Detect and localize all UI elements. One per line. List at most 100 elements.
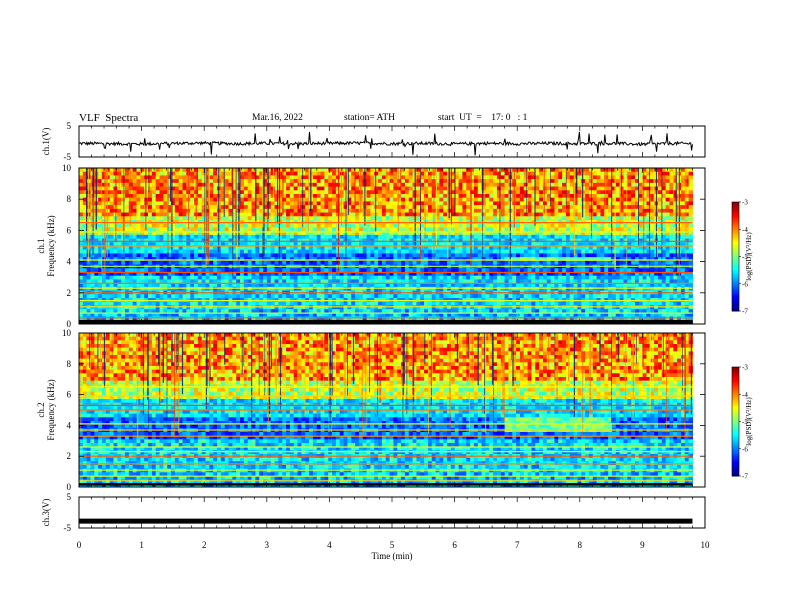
ch1-spectrogram-cell: [82, 253, 88, 258]
ch1-spectrogram-cell: [155, 186, 161, 191]
ch1-spectrogram-cell: [569, 205, 575, 210]
ch1-spectrogram-cell: [163, 231, 168, 236]
ch1-spectrogram-cell: [105, 227, 111, 232]
ch1-spectrogram-cell: [232, 279, 237, 284]
ch1-spectrogram-cell: [159, 234, 164, 240]
ch1-spectrogram-cell: [680, 249, 686, 254]
ch1-spectrogram-cell: [243, 257, 249, 262]
ch1-spectrogram-cell: [481, 190, 486, 195]
ch1-spectrogram-cell: [661, 179, 667, 184]
ch1-spectrogram-cell: [443, 238, 448, 243]
ch1-spectrogram-cell: [259, 246, 264, 251]
ch1-spectrogram-cell: [665, 175, 670, 180]
ch1-spectrogram-cell: [370, 272, 375, 277]
ch1-spectrogram-cell: [608, 171, 613, 176]
ch1-spectrogram-cell: [136, 238, 141, 243]
ch1-spectrogram-cell: [385, 275, 391, 280]
ch1-spectrogram-cell: [466, 242, 471, 247]
ch1-spectrogram-cell: [585, 201, 590, 206]
ch1-spectrogram-cell: [531, 179, 536, 184]
ch1-spectrogram-cell: [228, 168, 233, 173]
ch1-spectrogram-cell: [79, 260, 84, 266]
ch1-spectrogram-cell: [562, 171, 567, 176]
ch1-spectrogram-cell: [358, 212, 364, 217]
ch1-spectrogram-cell: [79, 171, 84, 176]
ch1-spectrogram-cell: [190, 231, 195, 236]
ch1-spectrogram-cell: [496, 175, 502, 180]
ch1-spectrogram-cell: [454, 253, 460, 258]
ch1-spectrogram-cell: [167, 268, 172, 273]
ch1-spectrogram-cell: [669, 253, 674, 258]
ch1-spectrogram-cell: [113, 249, 118, 254]
ch1-spectrogram-cell: [531, 212, 536, 217]
ch1-spectrogram-cell: [347, 190, 352, 195]
ch1-spectrogram-cell: [358, 260, 364, 266]
ch1-spectrogram-cell: [627, 257, 632, 262]
ch1-spectrogram-cell: [684, 249, 690, 254]
ch1-spectrogram-cell: [450, 246, 456, 251]
ch1-spectrogram-cell: [243, 242, 249, 247]
ch1-spectrogram-cell: [201, 190, 207, 195]
ch1-spectrogram-cell: [650, 272, 655, 277]
ch1-spectrogram-cell: [213, 268, 218, 273]
ch1-spectrogram-cell: [569, 246, 575, 251]
ch1-spectrogram-cell: [328, 272, 333, 277]
ch1-spectrogram-cell: [450, 201, 456, 206]
ch1-spectrogram-cell: [646, 246, 651, 251]
ch1-spectrogram-cell: [182, 216, 187, 221]
ch1-spectrogram-cell: [615, 182, 621, 188]
ch1-spectrogram-cell: [301, 171, 306, 176]
ch1-spectrogram-cell: [424, 223, 429, 228]
ch1-spectrogram-cell: [661, 205, 667, 210]
ch1-spectrogram-cell: [489, 201, 494, 206]
ch1-spectrogram-cell: [305, 231, 310, 236]
ch1-spectrogram-cell: [458, 249, 463, 254]
ch1-spectrogram-cell: [669, 171, 674, 176]
ch1-spectrogram-cell: [366, 186, 371, 191]
ch1-spectrogram-cell: [627, 171, 632, 176]
ch1-spectrogram-cell: [462, 208, 467, 214]
ch1-spectrogram-cell: [604, 186, 609, 191]
ch1-spectrogram-cell: [370, 268, 375, 273]
ch1-spectrogram-cell: [366, 279, 371, 284]
ch1-spectrogram-cell: [588, 179, 594, 184]
ch1-spectrogram-cell: [171, 238, 176, 243]
ch1-spectrogram-cell: [286, 179, 291, 184]
ch1-spectrogram-cell: [286, 260, 291, 266]
ch1-spectrogram-cell: [274, 194, 279, 199]
start-time-label: start UT = 17: 0 : 1: [438, 113, 528, 123]
ch1-spectrogram-cell: [320, 179, 325, 184]
ch1-spectrogram-cell: [546, 238, 552, 243]
ch1-spectrogram-cell: [125, 171, 130, 176]
ch1-spectrogram-cell: [171, 168, 176, 173]
ch1-spectrogram-cell: [447, 216, 452, 221]
ch1-spectrogram-cell: [205, 212, 210, 217]
ch1-spectrogram-cell: [581, 249, 586, 254]
ch1-spectrogram-cell: [450, 227, 456, 232]
ch1-spectrogram-cell: [477, 234, 483, 240]
ch1-spectrogram-cell: [393, 275, 398, 280]
ch1-spectrogram-cell: [623, 205, 628, 210]
ch1-spectrogram-cell: [201, 182, 207, 188]
ch1-spectrogram-cell: [332, 175, 337, 180]
ch1-spectrogram-cell: [619, 197, 624, 202]
ch1-spectrogram-cell: [458, 234, 463, 240]
ch1-spectrogram-cell: [293, 208, 299, 214]
ch1-spectrogram-cell: [458, 179, 463, 184]
ch1-spectrogram-cell: [79, 257, 84, 262]
ch1-spectrogram-cell: [247, 272, 253, 277]
ch1-spectrogram-cell: [270, 194, 276, 199]
ch1-spectrogram-cell: [385, 279, 391, 284]
ch1-spectrogram-cell: [550, 182, 555, 188]
ch1-spectrogram-cell: [592, 168, 598, 173]
ch1-spectrogram-cell: [427, 253, 433, 258]
ch1-spectrogram-cell: [439, 257, 444, 262]
ch1-spectrogram-cell: [535, 260, 540, 266]
ch1-spectrogram-cell: [312, 231, 318, 236]
ch1-spectrogram-cell: [339, 249, 345, 254]
ch1-spectrogram-cell: [197, 249, 203, 254]
ch1-spectrogram-cell: [332, 212, 337, 217]
ch1-spectrogram-cell: [404, 260, 410, 266]
ch1-spectrogram-cell: [228, 260, 233, 266]
ch1-spectrogram-cell: [224, 208, 230, 214]
